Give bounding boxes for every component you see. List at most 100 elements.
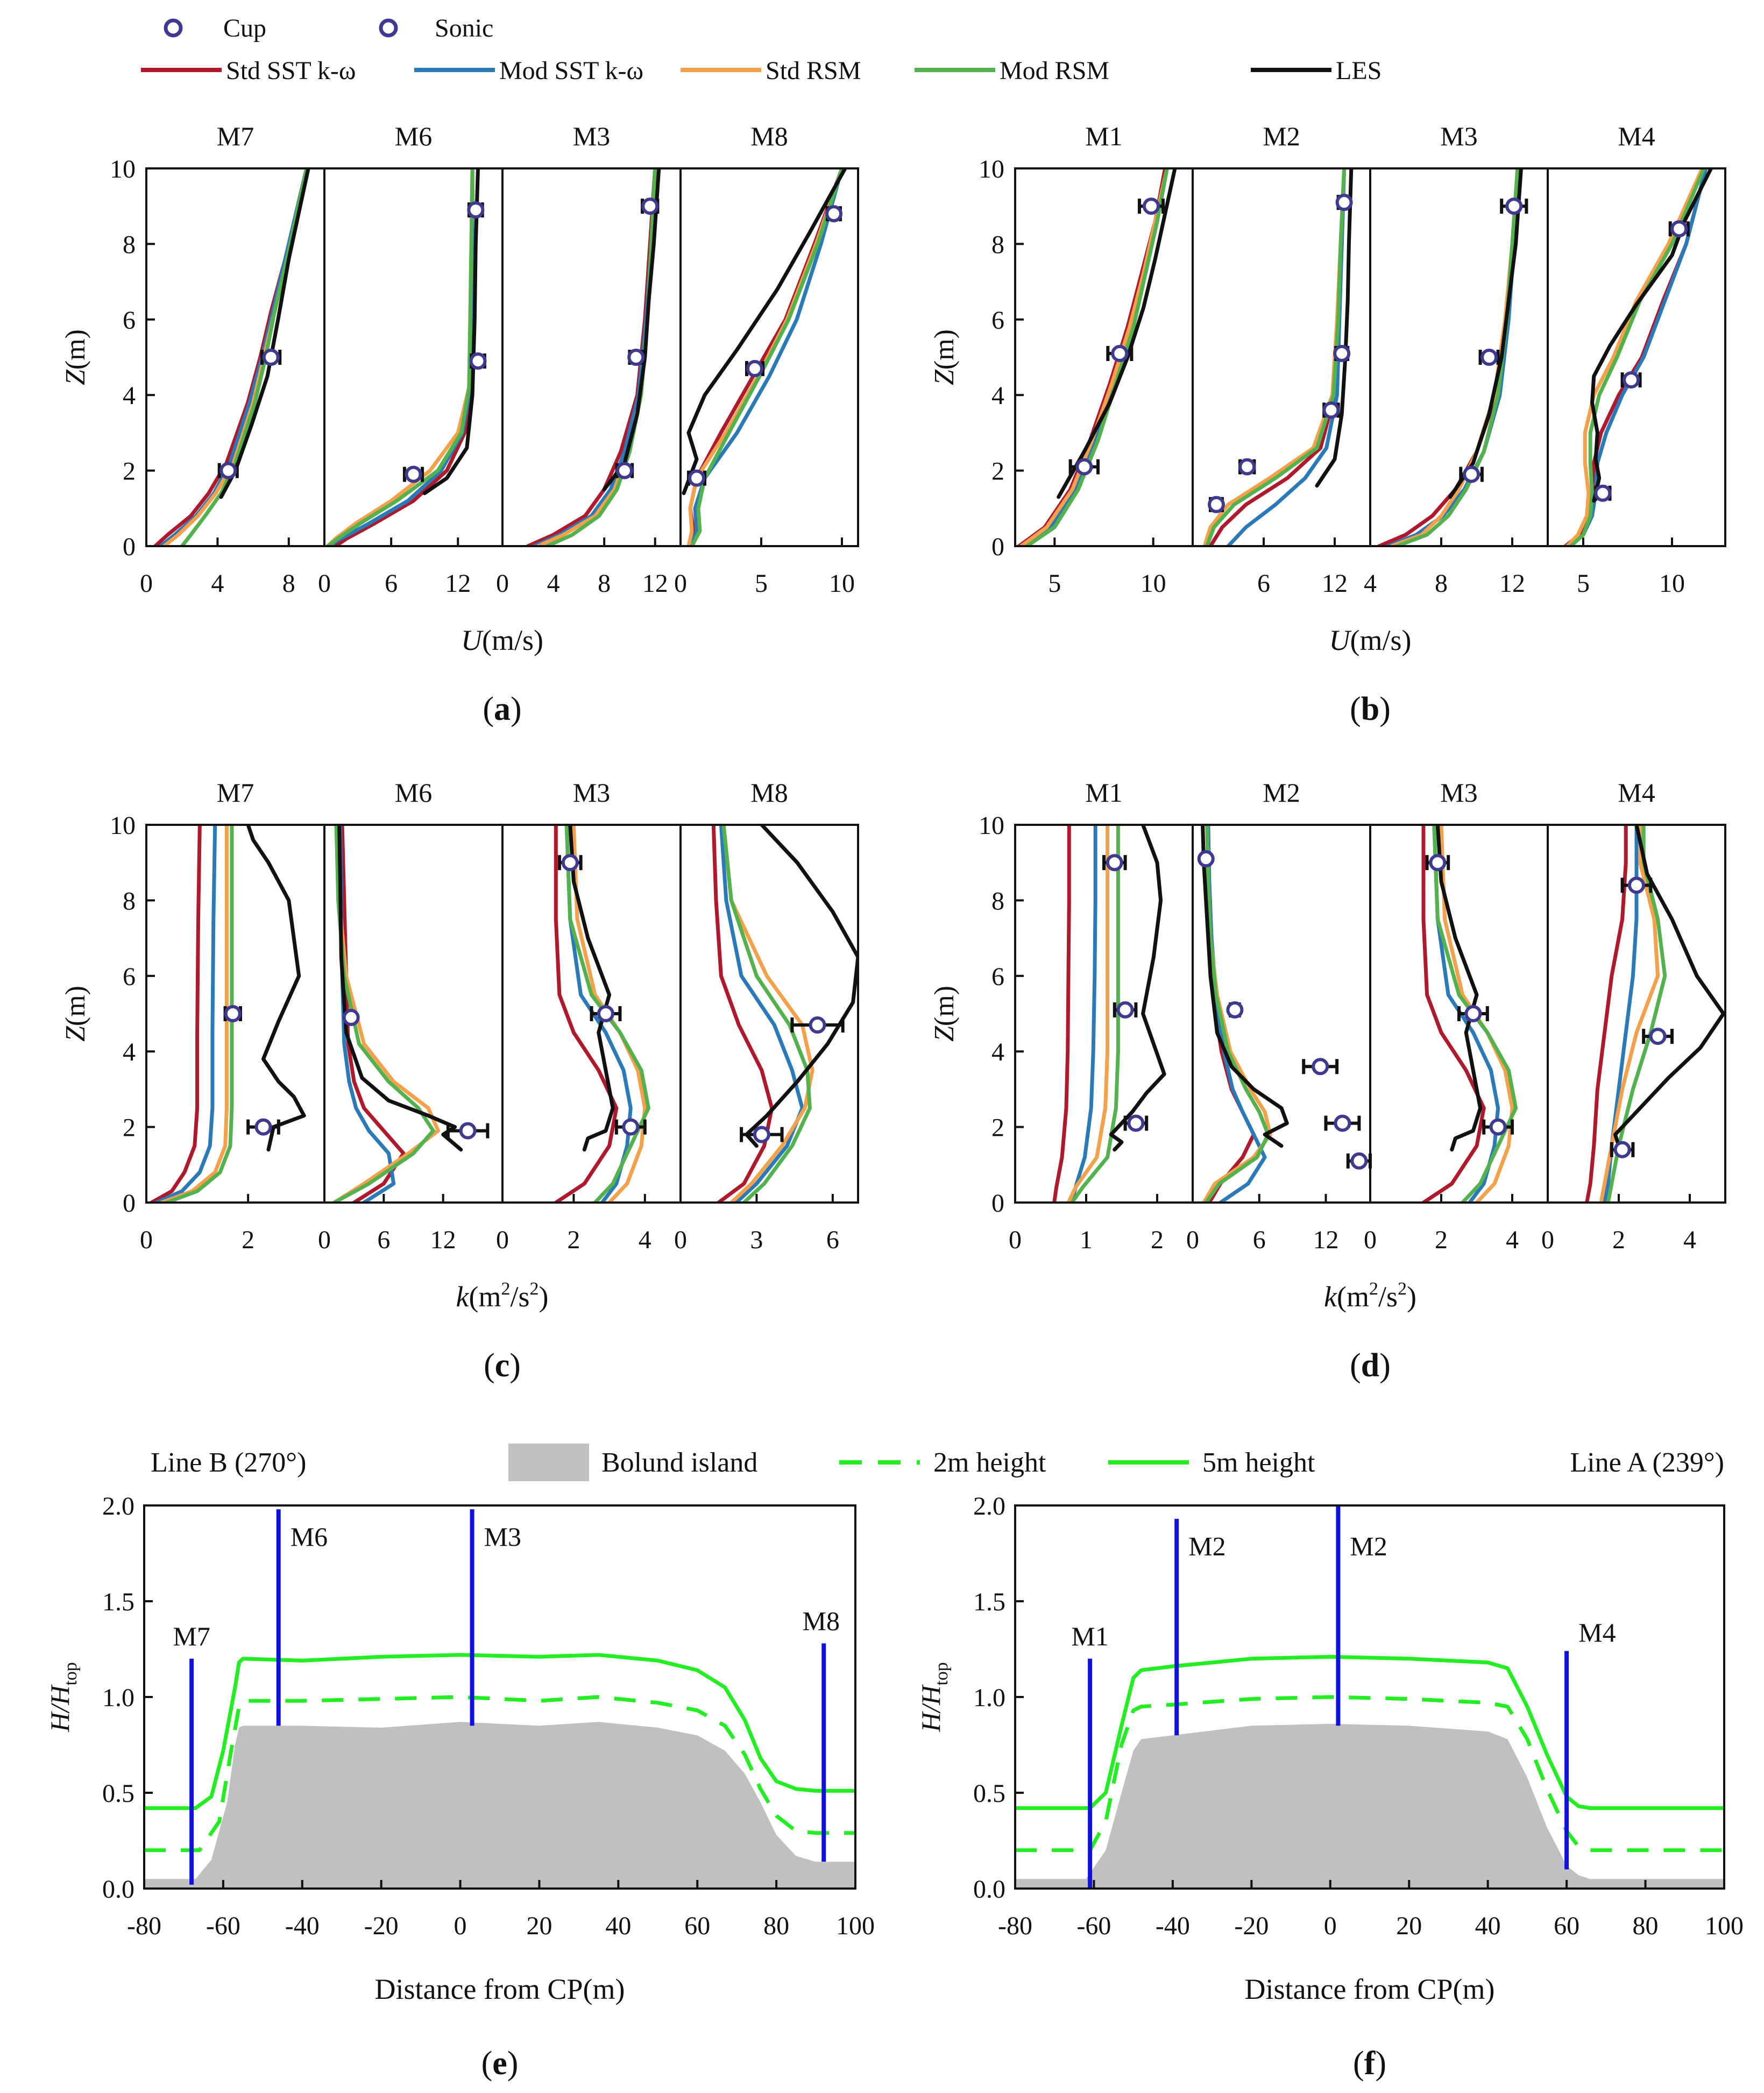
sonic-marker bbox=[459, 1122, 477, 1140]
y-tick-label: 0.0 bbox=[973, 1875, 1005, 1904]
x-tick-label: 0 bbox=[140, 1226, 153, 1254]
x-tick-label: 8 bbox=[598, 569, 611, 598]
caption-open: ( bbox=[1350, 1347, 1361, 1384]
y-axis-label: H/Htop bbox=[916, 1662, 952, 1733]
y-axis-label-var: Z bbox=[929, 1026, 960, 1042]
bolund-island-area bbox=[144, 1722, 855, 1889]
x-tick-label: 0 bbox=[318, 1226, 331, 1254]
y-tick-label: 0.5 bbox=[973, 1779, 1005, 1808]
observation-sonic bbox=[740, 1126, 784, 1143]
x-tick-label: 8 bbox=[282, 569, 295, 598]
panel-d-m4: M4 0 2 4 bbox=[1541, 777, 1726, 1254]
observation-sonic bbox=[825, 205, 842, 223]
observation-sonic bbox=[1123, 1114, 1149, 1132]
y-tick-label: 4 bbox=[991, 1038, 1004, 1066]
series-line-les bbox=[745, 825, 858, 1148]
caption-letter: f bbox=[1364, 2045, 1376, 2082]
x-tick-label: 5 bbox=[755, 569, 768, 598]
sonic-marker bbox=[1127, 1114, 1145, 1132]
sonic-marker bbox=[1480, 349, 1498, 366]
y-tick-label: 0 bbox=[123, 1189, 136, 1218]
x-tick-label: 80 bbox=[1633, 1912, 1659, 1940]
panel-c-m3: M3 0 2 4 bbox=[496, 777, 682, 1254]
y-tick-label: 6 bbox=[991, 963, 1004, 991]
series-line-les bbox=[568, 825, 615, 1152]
series-lines bbox=[325, 168, 480, 546]
series-lines bbox=[711, 825, 858, 1203]
series-lines bbox=[554, 825, 650, 1203]
y-tick-label: 2 bbox=[123, 457, 136, 486]
x-tick-label: 20 bbox=[1396, 1912, 1422, 1940]
x-axis-label-sup: 2 bbox=[1398, 1279, 1407, 1299]
x-tick-label: 1 bbox=[1080, 1226, 1093, 1254]
panel-title: M8 bbox=[750, 121, 788, 151]
x-tick-label: 4 bbox=[1506, 1226, 1519, 1254]
legend-label-mod-rsm: Mod RSM bbox=[1000, 56, 1109, 85]
y-tick-label: 1.5 bbox=[973, 1588, 1005, 1616]
x-axis-label-var: k bbox=[1324, 1281, 1337, 1313]
panel-d-m3: M3 0 2 4 bbox=[1364, 777, 1549, 1254]
observation-sonic bbox=[1208, 496, 1225, 513]
series-lines bbox=[1421, 825, 1518, 1203]
y-tick-label: 10 bbox=[110, 811, 136, 840]
panel-caption: (e) bbox=[481, 2045, 519, 2082]
x-tick-label: -20 bbox=[1234, 1912, 1269, 1940]
x-tick-label: 12 bbox=[1313, 1226, 1339, 1254]
cup-marker bbox=[1594, 484, 1612, 502]
x-axis-label-unit: (m bbox=[1337, 1281, 1369, 1313]
observation-cup bbox=[615, 462, 634, 479]
panel-title: M6 bbox=[395, 777, 432, 808]
caption-close: ) bbox=[1375, 2045, 1386, 2082]
panel-a-m6: M6 0 6 12 bbox=[318, 121, 504, 598]
x-axis-label-sup: 2 bbox=[530, 1279, 539, 1299]
observation-sonic bbox=[1425, 854, 1450, 872]
observation-sonic bbox=[260, 349, 282, 366]
mast-label: M4 bbox=[1578, 1617, 1616, 1647]
y-tick-label: 0 bbox=[991, 1189, 1004, 1218]
panel-c-m7: M7 0 2 bbox=[140, 777, 325, 1254]
y-tick-label: 1.0 bbox=[973, 1684, 1005, 1712]
observation-sonic bbox=[1102, 854, 1127, 872]
x-tick-label: 0 bbox=[454, 1912, 467, 1940]
y-tick-label: 2 bbox=[991, 1114, 1004, 1142]
sonic-marker bbox=[622, 1118, 640, 1136]
x-tick-label: -80 bbox=[998, 1912, 1032, 1940]
observation-cup bbox=[1335, 194, 1353, 211]
cup-marker bbox=[641, 197, 659, 215]
series-line-std-sst-k bbox=[554, 825, 619, 1203]
sonic-marker bbox=[1208, 496, 1225, 513]
series-line-les bbox=[422, 168, 480, 496]
sonic-marker bbox=[1489, 1118, 1507, 1136]
sonic-marker bbox=[597, 1005, 614, 1022]
x-axis-label-mid: /s bbox=[1378, 1281, 1398, 1313]
sonic-marker bbox=[1312, 1058, 1329, 1076]
observation-sonic bbox=[687, 469, 706, 487]
x-axis-label-unit: (m bbox=[469, 1281, 501, 1313]
series-line-std-sst-k bbox=[1052, 825, 1071, 1203]
x-tick-label: 6 bbox=[826, 1226, 839, 1254]
series-line-mod-rsm bbox=[1070, 825, 1120, 1203]
y-tick-label: 4 bbox=[991, 381, 1004, 410]
cup-marker bbox=[615, 462, 633, 479]
legend-label-les: LES bbox=[1336, 56, 1382, 85]
y-axis-label-sub: top bbox=[61, 1662, 81, 1685]
sonic-marker bbox=[688, 469, 705, 487]
y-axis-label-var: Z bbox=[929, 369, 960, 385]
observation-sonic bbox=[557, 854, 583, 872]
series-line-les bbox=[1448, 168, 1523, 499]
panel-frame bbox=[679, 824, 859, 1204]
panel-title: M7 bbox=[217, 121, 254, 151]
observation-sonic bbox=[1610, 1141, 1635, 1158]
cup-marker bbox=[1628, 876, 1645, 894]
x-tick-label: 6 bbox=[377, 1226, 390, 1254]
y-tick-label: 10 bbox=[979, 155, 1004, 183]
x-axis-label: Distance from CP(m) bbox=[1245, 1973, 1495, 2005]
caption-letter: b bbox=[1361, 691, 1379, 727]
x-tick-label: 0 bbox=[496, 569, 509, 598]
x-tick-label: 6 bbox=[1257, 569, 1270, 598]
x-tick-label: 4 bbox=[639, 1226, 651, 1254]
panel-a-m3: M3 0 4 8 12 bbox=[496, 121, 682, 598]
x-tick-label: 12 bbox=[1499, 569, 1525, 598]
series-line-les bbox=[1435, 825, 1483, 1152]
